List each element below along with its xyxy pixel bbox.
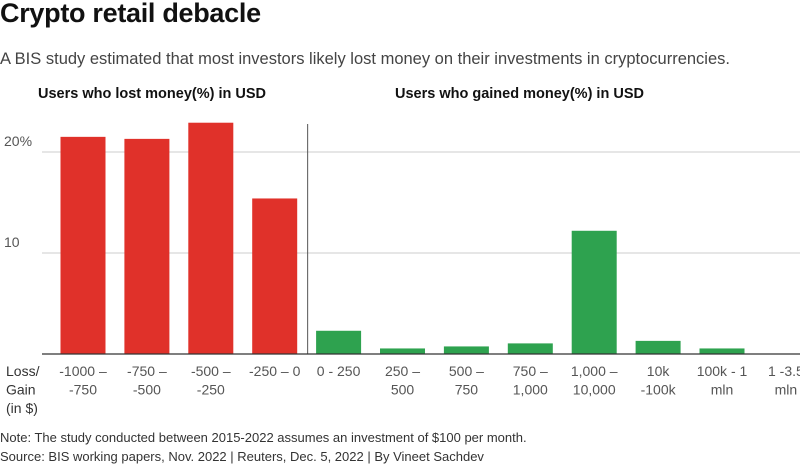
gained-bar	[571, 230, 617, 354]
x-tick-label: -750 –	[127, 363, 167, 379]
lost-bar	[188, 122, 234, 355]
bar-chart: 10 20% Loss/Gain (in $) -1000 – -750 -750 – -50…	[4, 122, 800, 416]
x-tick-label: mln	[711, 382, 734, 398]
gained-bar	[507, 343, 553, 354]
x-axis-title: Gain	[6, 382, 36, 398]
lost-bar	[60, 136, 106, 354]
x-tick-label: 500	[391, 382, 415, 398]
chart-note: Note: The study conducted between 2015-2…	[0, 430, 527, 445]
gained-bar	[443, 346, 489, 354]
lost-bar	[124, 138, 170, 354]
x-tick-label: 500 –	[449, 363, 484, 379]
lost-bar	[252, 198, 298, 354]
gained-bar	[635, 340, 681, 354]
x-tick-label: -250 – 0	[249, 363, 301, 379]
x-tick-label: -500 –	[191, 363, 231, 379]
x-tick-label: mln	[775, 382, 798, 398]
x-tick-label: -100k	[641, 382, 677, 398]
x-tick-label: -250	[197, 382, 225, 398]
y-tick-label: 20%	[4, 133, 32, 149]
x-tick-label: 750	[455, 382, 479, 398]
gained-bar	[380, 348, 425, 354]
y-tick-label: 10	[4, 234, 20, 250]
x-tick-label: 10,000	[573, 382, 616, 398]
lost-money-header: Users who lost money(%) in USD	[38, 86, 267, 102]
x-tick-label: 1 -3.5	[768, 363, 800, 379]
gained-money-header: Users who gained money(%) in USD	[395, 86, 644, 102]
x-tick-label: 750 –	[513, 363, 548, 379]
x-axis-title: Loss/	[6, 363, 40, 379]
x-tick-label: 10k	[647, 363, 671, 379]
chart-subtitle: A BIS study estimated that most investor…	[0, 50, 730, 68]
x-tick-label: 100k - 1	[697, 363, 748, 379]
x-tick-label: 1,000	[513, 382, 548, 398]
x-tick-label: 250 –	[385, 363, 420, 379]
gained-bar	[316, 330, 362, 354]
chart-source: Source: BIS working papers, Nov. 2022 | …	[0, 449, 484, 464]
x-tick-label: 0 - 250	[317, 363, 361, 379]
gained-bar	[699, 348, 745, 354]
x-tick-label: -1000 –	[59, 363, 107, 379]
x-tick-label: -750	[69, 382, 97, 398]
x-tick-label: -500	[133, 382, 161, 398]
chart-title: Crypto retail debacle	[0, 0, 261, 28]
x-tick-label: 1,000 –	[571, 363, 618, 379]
x-axis-title: (in $)	[6, 400, 38, 416]
